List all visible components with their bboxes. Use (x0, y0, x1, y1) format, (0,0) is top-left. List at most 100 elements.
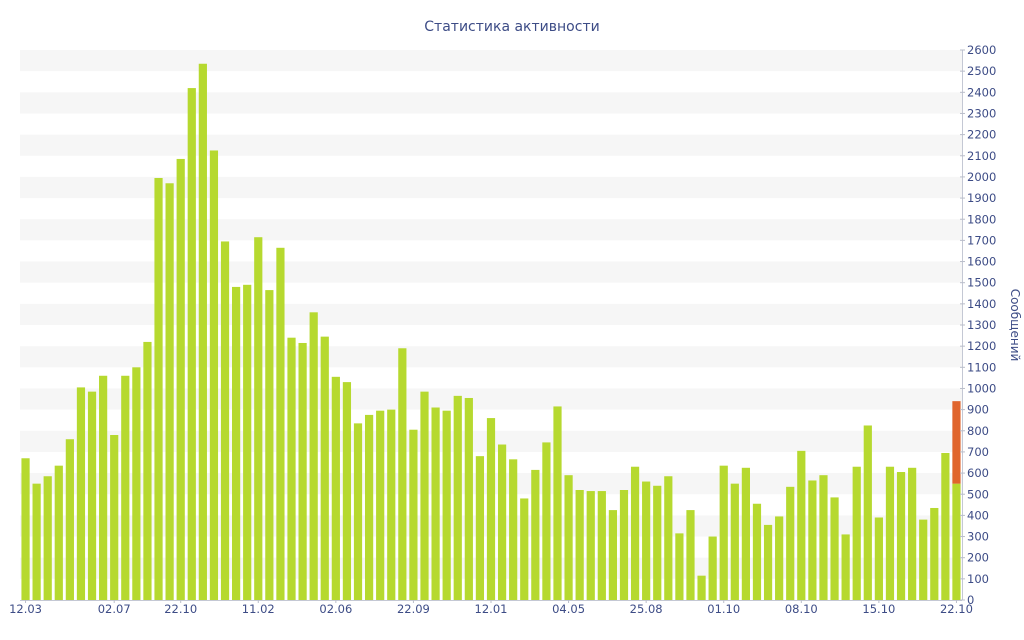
y-tick-label: 1100 (967, 360, 996, 374)
bar (364, 414, 374, 600)
x-tick-label: 15.10 (862, 602, 895, 616)
bar (930, 507, 939, 600)
bar (431, 407, 440, 600)
bar (941, 452, 950, 600)
bar (187, 88, 196, 601)
bar (320, 336, 329, 600)
y-tick-label: 1600 (967, 255, 996, 269)
bar (642, 481, 651, 600)
y-tick-label: 700 (967, 445, 989, 459)
chart-title: Статистика активности (424, 19, 599, 35)
grid-band (20, 219, 962, 241)
bar (553, 406, 562, 600)
x-tick-label: 12.03 (9, 602, 42, 616)
bar (198, 63, 207, 600)
bar (110, 435, 119, 600)
bar (132, 367, 141, 600)
bar (896, 472, 906, 600)
bar (786, 486, 795, 600)
bar (21, 458, 30, 600)
bar (99, 375, 108, 600)
bar (630, 466, 640, 600)
bar (276, 247, 285, 601)
y-tick-label: 1800 (967, 212, 996, 226)
bar (908, 467, 917, 600)
bar (43, 476, 52, 600)
bar (520, 498, 529, 600)
bar (575, 490, 584, 600)
bar (409, 429, 418, 600)
x-axis: 12.03 02.07 22.10 11.02 02.06 22.09 12.01 04.05… (9, 600, 973, 616)
bar (254, 237, 263, 600)
bar (143, 341, 152, 600)
y-tick-label: 2100 (967, 149, 996, 163)
bar (719, 465, 728, 600)
grid-band (20, 92, 962, 114)
bar (763, 524, 773, 600)
bar (686, 510, 695, 600)
y-tick-label: 1300 (967, 318, 996, 332)
y-axis: 0 100 200 300 400 500 600 700 800 900 1000 1100 1200… (960, 43, 996, 607)
bars (21, 63, 961, 601)
bar (243, 284, 252, 600)
bar (874, 517, 883, 600)
bar (398, 348, 407, 600)
bar (87, 391, 97, 600)
bar (830, 497, 839, 600)
bar (453, 395, 462, 600)
bar (675, 533, 684, 600)
x-tick-label: 04.05 (552, 602, 585, 616)
x-tick-label: 11.02 (242, 602, 275, 616)
bar (232, 286, 241, 600)
bar (209, 150, 219, 600)
y-tick-label: 2400 (967, 85, 996, 99)
x-tick-label: 01.10 (707, 602, 740, 616)
y-tick-label: 1400 (967, 297, 996, 311)
y-tick-label: 400 (967, 508, 989, 522)
bar (752, 503, 762, 600)
bar (32, 483, 41, 600)
bar (309, 312, 318, 600)
bar (165, 183, 174, 600)
y-tick-label: 1000 (967, 381, 996, 395)
grid-band (20, 50, 962, 72)
bar (597, 491, 606, 600)
bar (65, 439, 74, 600)
y-tick-label: 800 (967, 424, 989, 438)
bar (808, 480, 817, 600)
y-tick-label: 2500 (967, 64, 996, 78)
y-tick-label: 0 (967, 593, 974, 607)
bar (475, 456, 485, 600)
y-tick-label: 300 (967, 530, 989, 544)
x-tick-label: 22.10 (940, 602, 973, 616)
x-tick-label: 02.06 (319, 602, 352, 616)
bar (486, 418, 496, 600)
bar (76, 387, 86, 600)
y-axis-title: Сообщений (1008, 289, 1022, 362)
bar (564, 475, 573, 600)
bar (730, 483, 739, 600)
y-tick-label: 200 (967, 551, 989, 565)
bar (54, 465, 63, 600)
x-tick-label: 12.01 (475, 602, 508, 616)
bar (841, 534, 850, 600)
x-tick-label: 22.09 (397, 602, 430, 616)
bar (852, 466, 861, 600)
bar (176, 158, 185, 600)
bar (420, 391, 429, 600)
bar (387, 409, 396, 600)
bar (531, 469, 540, 600)
bar (342, 382, 352, 600)
bar (353, 423, 363, 600)
bar (708, 536, 717, 600)
bar (542, 442, 551, 600)
y-tick-label: 2300 (967, 106, 996, 120)
bar (121, 375, 130, 600)
bar (863, 425, 872, 600)
bar (509, 459, 518, 600)
bar (653, 485, 662, 600)
bar (154, 177, 163, 600)
y-tick-label: 900 (967, 403, 989, 417)
bar (608, 510, 618, 600)
